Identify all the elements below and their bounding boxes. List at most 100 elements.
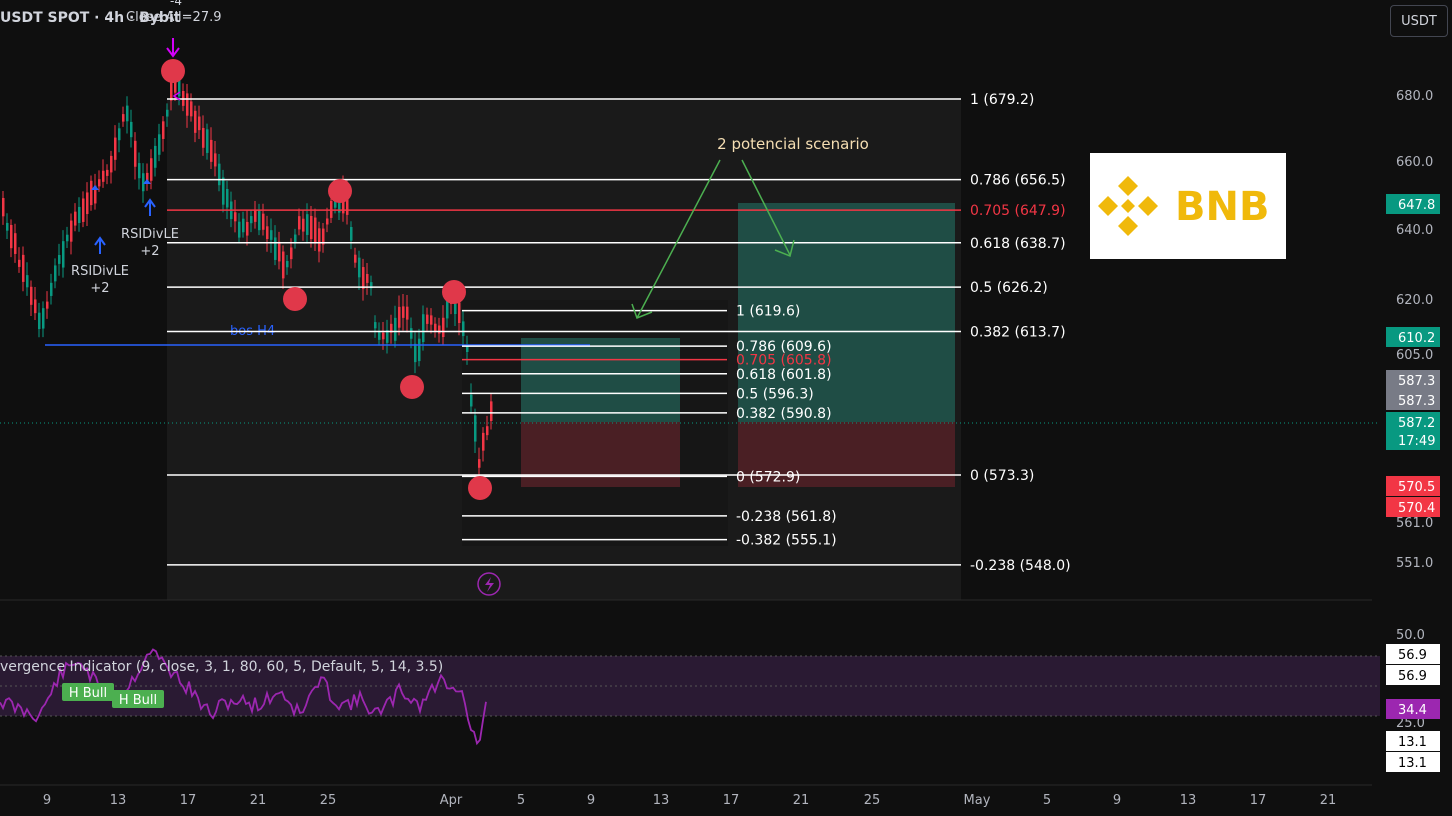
candle-body: [270, 230, 273, 240]
candle-body: [246, 221, 249, 236]
candle-body: [102, 170, 105, 182]
candle-body: [142, 173, 145, 192]
time-axis-label: 13: [1180, 793, 1197, 808]
fib-retracement-minor[interactable]: 1 (619.6) 0.786 (609.6)0.705 (605.8)0.618…: [462, 304, 837, 549]
h-bull-label: H Bull: [112, 690, 164, 708]
price-badge: [1386, 476, 1440, 496]
candle-body: [130, 121, 133, 138]
candle-body: [78, 206, 81, 223]
candle-body: [354, 254, 357, 263]
candle-body: [150, 158, 153, 181]
fib-level-label: 0.5 (626.2): [970, 280, 1048, 296]
indicator-axis-label: 25.0: [1396, 716, 1425, 731]
price-axis-label: 640.0: [1396, 223, 1433, 238]
candle-body: [462, 321, 465, 337]
bnb-logo-text: BNB: [1175, 184, 1269, 230]
candle-body: [266, 226, 269, 240]
candle-body: [70, 220, 73, 242]
candle-body: [346, 191, 349, 215]
currency-button[interactable]: USDT: [1390, 5, 1448, 37]
candle-body: [42, 308, 45, 329]
candle-body: [138, 163, 141, 179]
fib-level-label: 1 (619.6): [736, 304, 800, 320]
long-target-box-2: [738, 203, 955, 422]
candle-body: [202, 127, 205, 148]
candle-body: [26, 275, 29, 288]
candle-body: [10, 224, 13, 249]
candle-body: [46, 301, 49, 309]
indicator-badge: [1386, 699, 1440, 719]
time-axis[interactable]: 9 13 17 21 25 Apr 5 9 13 17 21 25 May 5 9 13 17 21: [43, 793, 1336, 808]
candle-body: [218, 163, 221, 186]
candle-body: [418, 338, 421, 362]
fib-level-label: 0 (572.9): [736, 469, 800, 485]
symbol-title[interactable]: USDT SPOT · 4h · Bybit: [0, 10, 181, 26]
time-axis-label: 9: [1113, 793, 1121, 808]
price-badge: [1386, 370, 1440, 390]
candle-body: [2, 197, 5, 217]
price-badge: [1386, 327, 1440, 347]
pivot-marker: [400, 375, 424, 399]
candle-body: [74, 211, 77, 226]
candle-body: [30, 286, 33, 305]
time-axis-label: 21: [250, 793, 267, 808]
fib-level-label: -0.382 (555.1): [736, 533, 837, 549]
candle-body: [6, 222, 9, 231]
candle-body: [402, 306, 405, 318]
rsi-signal-label: RSIDivLE: [71, 264, 129, 279]
price-badge-text: 647.8: [1398, 198, 1435, 213]
time-axis-label: 17: [1250, 793, 1267, 808]
candle-body: [234, 212, 237, 222]
candle-body: [122, 114, 125, 122]
indicator-title[interactable]: vergence Indicator (9, close, 3, 1, 80, …: [0, 659, 444, 675]
candle-body: [198, 116, 201, 131]
fib-level-label: -0.238 (548.0): [970, 558, 1071, 574]
time-axis-label: 17: [180, 793, 197, 808]
candle-body: [258, 209, 261, 231]
candle-body: [126, 105, 129, 122]
candle-body: [410, 328, 413, 339]
fib-level-label: 0.705 (647.9): [970, 203, 1066, 219]
candle-body: [22, 254, 25, 282]
candle-body: [430, 315, 433, 325]
candle-body: [146, 172, 149, 181]
h-bull-label: H Bull: [62, 683, 114, 701]
candle-body: [54, 265, 57, 282]
candle-body: [254, 210, 257, 222]
pivot-marker: [328, 179, 352, 203]
candle-body: [434, 323, 437, 333]
price-badge: [1386, 412, 1440, 432]
candle-body: [34, 299, 37, 314]
lightning-icon[interactable]: [477, 572, 501, 596]
candle-body: [222, 177, 225, 205]
price-badge: [1386, 497, 1440, 517]
indicator-axis-label: 50.0: [1396, 628, 1425, 643]
candle-body: [466, 345, 469, 353]
indicator-badge: [1386, 731, 1440, 751]
candle-body: [326, 218, 329, 225]
time-axis-label: 25: [320, 793, 337, 808]
candle-body: [366, 273, 369, 283]
long-stop-box-2: [738, 422, 955, 487]
candle-body: [310, 215, 313, 240]
candle-body: [322, 228, 325, 245]
fib-level-label: -0.238 (561.8): [736, 509, 837, 525]
candle-body: [394, 317, 397, 341]
fib-retracement-major[interactable]: 1 (679.2) 0.786 (656.5) 0.705 (647.9) 0.618…: [167, 92, 1071, 574]
candle-body: [238, 221, 241, 238]
price-badge-text: 587.3: [1398, 394, 1435, 409]
arrow-right-icon: [91, 185, 99, 190]
time-axis-label: Apr: [440, 793, 463, 808]
bnb-diamond-icon: BNB: [1098, 176, 1269, 236]
bnb-logo: BNB: [1090, 153, 1286, 259]
price-badge: [1386, 194, 1440, 214]
price-axis[interactable]: 680.0 660.0 640.0 620.0 605.0 561.0 551.0 647.8…: [1386, 89, 1440, 772]
price-axis-label: 605.0: [1396, 348, 1433, 363]
time-axis-label: 25: [864, 793, 881, 808]
price-badge-text: 587.2: [1398, 416, 1435, 431]
time-axis-label: 9: [43, 793, 51, 808]
candle-body: [318, 228, 321, 252]
rsi-signal-count: +2: [90, 281, 109, 296]
indicator-badge: [1386, 644, 1440, 664]
